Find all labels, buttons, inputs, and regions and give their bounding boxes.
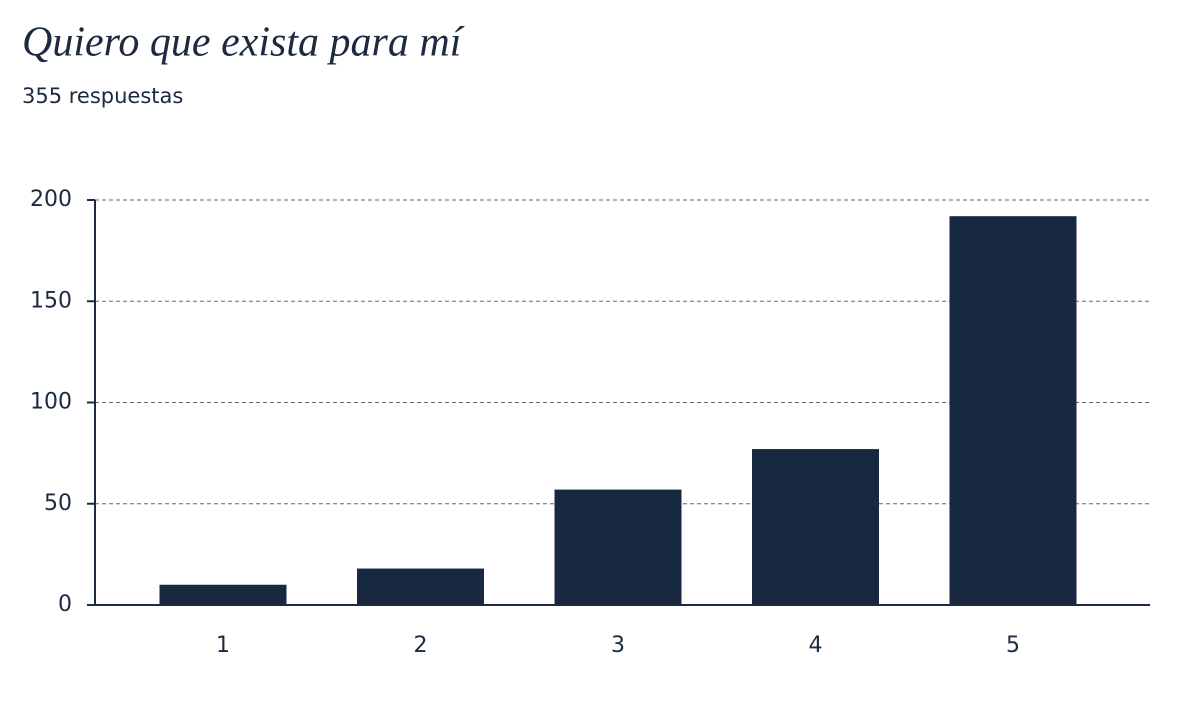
- x-tick-label: 1: [216, 633, 230, 658]
- bar: [159, 584, 287, 605]
- chart-title: Quiero que exista para mí: [22, 20, 465, 66]
- y-tick-label: 150: [30, 288, 72, 313]
- x-tick-label: 5: [1006, 633, 1020, 658]
- x-tick-label: 2: [414, 633, 428, 658]
- x-tick-label: 4: [809, 633, 823, 658]
- y-tick-label: 100: [30, 390, 72, 415]
- y-tick-label: 0: [58, 592, 72, 617]
- bar: [357, 568, 484, 605]
- bar: [949, 216, 1077, 605]
- bar: [752, 449, 879, 605]
- y-tick-label: 200: [30, 187, 72, 212]
- y-tick-label: 50: [44, 491, 72, 516]
- x-tick-label: 3: [611, 633, 625, 658]
- chart-subtitle: 355 respuestas: [22, 84, 183, 108]
- bar: [554, 489, 682, 605]
